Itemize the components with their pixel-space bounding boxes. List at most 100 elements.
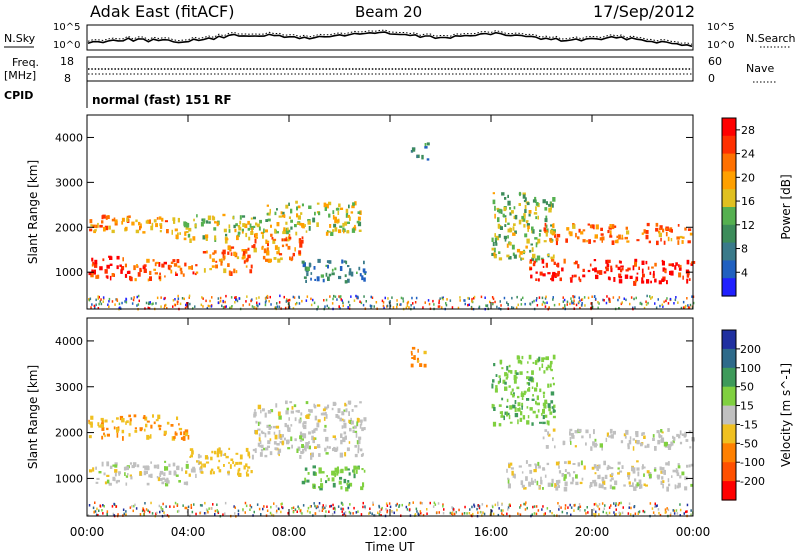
noise-sky-trace: [87, 31, 693, 48]
echo-cell: [262, 255, 266, 260]
echo-cell: [299, 222, 302, 226]
echo-cell: [156, 476, 159, 479]
echo-cell: [494, 240, 497, 243]
echo-cell: [325, 436, 329, 442]
x-tick-label: 16:00: [474, 525, 509, 539]
echo-cell: [280, 211, 283, 215]
echo-cell: [286, 424, 290, 428]
echo-cell: [426, 158, 430, 161]
speckle-cell: [233, 505, 235, 508]
speckle-cell: [176, 510, 179, 513]
echo-cell: [532, 361, 535, 364]
speckle-cell: [306, 509, 309, 513]
speckle-cell: [96, 507, 98, 511]
speckle-cell: [173, 505, 175, 508]
echo-cell: [492, 404, 495, 407]
speckle-cell: [176, 302, 179, 305]
echo-cell: [157, 464, 160, 469]
speckle-cell: [300, 511, 302, 514]
speckle-cell: [258, 302, 261, 306]
speckle-cell: [492, 297, 495, 301]
echo-cell: [595, 224, 599, 230]
echo-cell: [92, 261, 95, 266]
echo-cell: [96, 274, 100, 279]
echo-cell: [545, 224, 548, 228]
echo-cell: [121, 221, 124, 225]
echo-cell: [521, 484, 525, 488]
echo-cell: [625, 269, 629, 272]
echo-cell: [294, 247, 296, 252]
echo-cell: [287, 245, 291, 250]
speckle-cell: [406, 508, 409, 511]
speckle-cell: [108, 305, 110, 308]
speckle-cell: [179, 302, 182, 306]
echo-cell: [643, 483, 646, 486]
echo-cell: [272, 425, 276, 429]
speckle-cell: [590, 302, 592, 305]
echo-cell: [665, 462, 669, 466]
echo-cell: [646, 443, 650, 448]
speckle-cell: [689, 303, 692, 307]
echo-cell: [536, 395, 539, 401]
echo-cell: [253, 247, 257, 253]
speckle-cell: [172, 305, 174, 308]
echo-cell: [312, 465, 316, 469]
echo-cell: [90, 224, 93, 227]
echo-cell: [266, 240, 270, 243]
speckle-cell: [535, 299, 538, 302]
speckle-cell: [340, 298, 342, 301]
echo-cell: [532, 199, 536, 203]
echo-cell: [337, 211, 340, 215]
echo-cell: [309, 409, 313, 413]
echo-cell: [491, 252, 494, 256]
speckle-cell: [275, 511, 278, 514]
echo-cell: [649, 473, 652, 478]
speckle-cell: [324, 305, 326, 308]
echo-cell: [194, 272, 197, 276]
echo-cell: [155, 261, 159, 264]
speckle-cell: [258, 296, 260, 299]
echo-cell: [613, 277, 616, 282]
speckle-cell: [325, 504, 327, 507]
echo-cell: [293, 404, 297, 408]
echo-cell: [344, 274, 347, 278]
echo-cell: [179, 267, 183, 271]
colorbar-tick-label: -50: [740, 437, 758, 450]
echo-cell: [508, 385, 511, 388]
colorbar-tick-label: -15: [740, 418, 758, 431]
speckle-cell: [349, 503, 351, 506]
echo-cell: [334, 472, 337, 478]
speckle-cell: [133, 296, 135, 299]
echo-cell: [348, 482, 353, 487]
echo-cell: [313, 266, 316, 270]
echo-cell: [116, 479, 120, 483]
echo-cell: [603, 271, 607, 274]
speckle-cell: [278, 301, 281, 304]
echo-cell: [526, 371, 529, 374]
echo-cell: [172, 217, 176, 221]
echo-cell: [625, 226, 628, 230]
echo-cell: [306, 414, 310, 419]
echo-cell: [153, 464, 157, 469]
echo-cell: [334, 447, 338, 452]
echo-cell: [689, 232, 693, 236]
echo-cell: [357, 448, 360, 454]
echo-cell: [594, 472, 597, 475]
echo-cell: [97, 422, 100, 427]
speckle-cell: [115, 298, 117, 301]
echo-cell: [224, 238, 228, 244]
speckle-cell: [234, 301, 236, 304]
echo-cell: [343, 423, 347, 429]
echo-cell: [289, 256, 291, 261]
speckle-cell: [216, 509, 218, 512]
echo-cell: [296, 448, 299, 453]
speckle-cell: [117, 513, 119, 516]
echo-cell: [286, 227, 289, 231]
echo-cell: [228, 447, 231, 450]
speckle-cell: [655, 306, 658, 309]
echo-cell: [641, 280, 645, 284]
echo-cell: [142, 265, 146, 270]
echo-cell: [230, 252, 233, 256]
speckle-cell: [614, 513, 616, 517]
echo-cell: [614, 480, 618, 486]
